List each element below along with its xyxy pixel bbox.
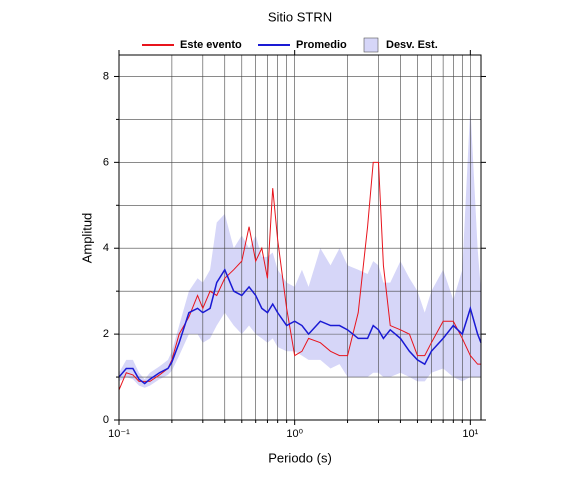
chart-title: Sitio STRN: [268, 9, 332, 24]
legend-swatch: [363, 37, 379, 53]
plot-frame: [118, 54, 482, 421]
x-axis-label: Periodo (s): [268, 450, 332, 465]
legend-label: Este evento: [180, 39, 242, 51]
y-tick-label: 2: [103, 328, 109, 340]
y-tick-label: 0: [103, 414, 109, 426]
legend-label: Desv. Est.: [386, 39, 438, 51]
x-tick-label: 10¹: [462, 428, 478, 440]
series-line: [118, 268, 482, 385]
y-axis-label: Amplitud: [79, 213, 94, 264]
legend-label: Promedio: [296, 39, 347, 51]
std-band: [119, 106, 481, 388]
x-tick-label: 10⁻¹: [108, 428, 130, 440]
x-tick-label: 10⁰: [286, 428, 303, 440]
y-tick-label: 8: [103, 70, 109, 82]
y-tick-label: 4: [103, 242, 109, 254]
y-tick-label: 6: [103, 156, 109, 168]
series-line: [118, 161, 481, 391]
